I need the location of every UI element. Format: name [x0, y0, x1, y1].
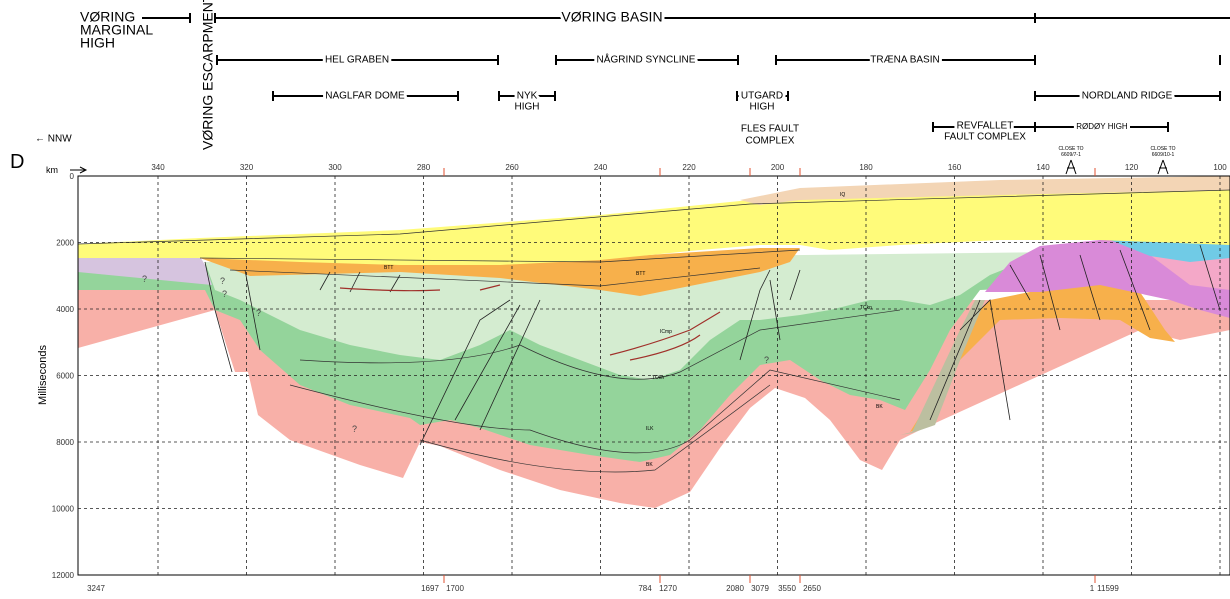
km-label: km — [46, 165, 58, 175]
shotpoint-label: 1700 — [446, 584, 464, 593]
shotpoint-label: 2650 — [803, 584, 821, 593]
shotpoint-label: 3550 — [778, 584, 796, 593]
horizon-label: BTT — [384, 265, 393, 271]
province-label: NAGLFAR DOME — [325, 91, 405, 102]
well-icons — [1066, 160, 1168, 174]
ms-tick-label: 12000 — [52, 571, 75, 580]
section-label: D — [10, 151, 24, 173]
km-tick-label: 220 — [682, 163, 696, 172]
km-tick-label: 340 — [151, 163, 165, 172]
km-tick-label: 280 — [417, 163, 431, 172]
province-label: COMPLEX — [746, 136, 795, 147]
km-tick-label: 140 — [1036, 163, 1050, 172]
province-label: UTGARD — [741, 91, 783, 102]
horizon-label: BK — [646, 462, 653, 468]
horizon-label: ICmp — [660, 329, 672, 335]
question-mark: ? — [352, 424, 357, 434]
ms-tick-label: 0 — [70, 172, 75, 181]
ms-tick-label: 6000 — [56, 372, 74, 381]
shotpoint-label: 3079 — [751, 584, 769, 593]
horizon-label: BTT — [636, 271, 645, 277]
header-bars — [142, 13, 1230, 132]
layers — [78, 176, 1230, 508]
ms-label: Milliseconds — [37, 345, 49, 405]
shotpoint-label: 3247 — [87, 584, 105, 593]
shotpoint-label: 784 — [638, 584, 652, 593]
km-tick-label: 260 — [505, 163, 519, 172]
question-mark: ? — [764, 355, 769, 365]
horizon-label: IQ — [840, 192, 845, 198]
province-label: REVFALLET — [957, 121, 1014, 132]
margin-high-label: HIGH — [80, 35, 115, 51]
horizon-label: TOkn — [652, 375, 664, 381]
km-tick-label: 300 — [328, 163, 342, 172]
horizon-label: BK — [876, 404, 883, 410]
shotpoint-label: 2080 — [726, 584, 744, 593]
well-label: 6609/7-1 — [1061, 152, 1081, 158]
province-label: NYK — [517, 91, 538, 102]
question-mark: ? — [256, 308, 261, 318]
shotpoint-label: 1270 — [659, 584, 677, 593]
province-label: FLES FAULT — [741, 124, 799, 135]
horizon-label: TCkn — [860, 305, 872, 311]
basin-label: VØRING BASIN — [561, 9, 662, 25]
horizon-label: ILK — [646, 426, 654, 432]
province-label: TRÆNA BASIN — [870, 55, 939, 66]
escarpment-label: VØRING ESCARPMENT — [200, 0, 216, 150]
km-tick-label: 200 — [771, 163, 785, 172]
km-tick-label: 120 — [1125, 163, 1139, 172]
km-tick-label: 180 — [859, 163, 873, 172]
province-label: HIGH — [750, 102, 775, 113]
question-mark: ? — [142, 274, 147, 284]
province-label: RØDØY HIGH — [1076, 122, 1128, 131]
km-tick-label: 320 — [240, 163, 254, 172]
province-label: NORDLAND RIDGE — [1082, 91, 1173, 102]
ms-tick-label: 8000 — [56, 438, 74, 447]
direction-label: ← NNW — [35, 134, 72, 145]
ms-tick-label: 4000 — [56, 305, 74, 314]
question-mark: ? — [220, 276, 225, 286]
province-label: HEL GRABEN — [325, 55, 389, 66]
province-label: HIGH — [515, 102, 540, 113]
province-label: NÅGRIND SYNCLINE — [597, 53, 696, 66]
shotpoint-label: 11599 — [1097, 584, 1119, 593]
well-label: 6609/10-1 — [1152, 152, 1175, 158]
km-tick-label: 100 — [1213, 163, 1227, 172]
ms-tick-label: 10000 — [52, 505, 75, 514]
shotpoint-label: 1 — [1090, 584, 1095, 593]
question-mark: ? — [222, 289, 227, 299]
ms-tick-label: 2000 — [56, 239, 74, 248]
km-tick-label: 160 — [948, 163, 962, 172]
cross-section: 3403203002802602402202001801601401201000… — [0, 0, 1230, 599]
shotpoint-label: 1697 — [421, 584, 439, 593]
province-label: FAULT COMPLEX — [944, 132, 1026, 143]
km-tick-label: 240 — [594, 163, 608, 172]
